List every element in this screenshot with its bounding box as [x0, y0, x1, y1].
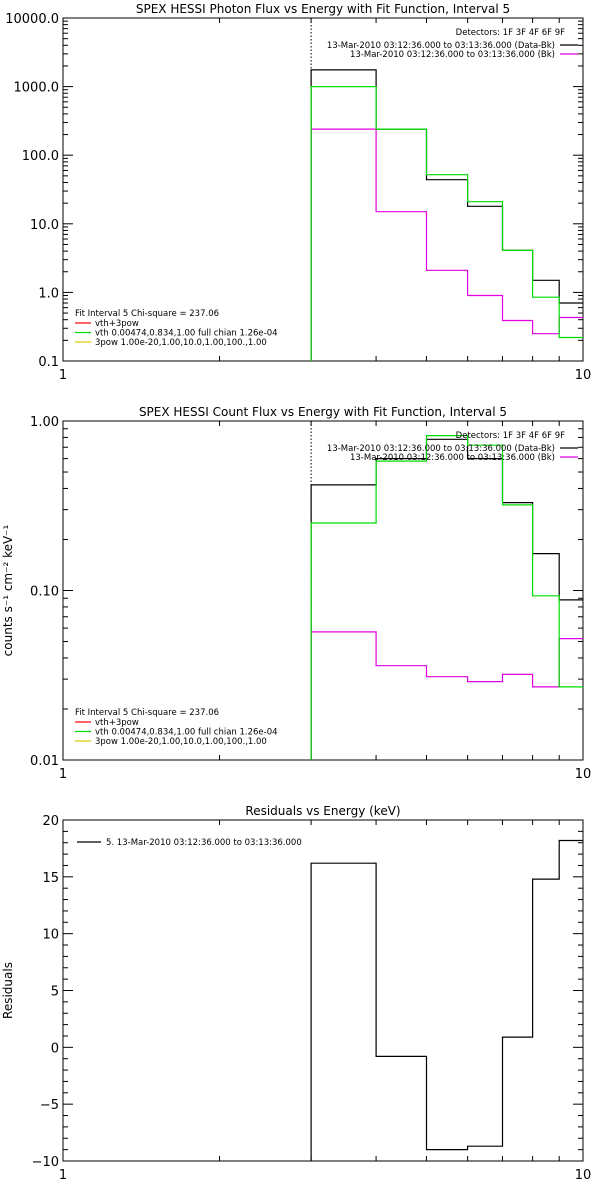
y-tick-label: 10.0	[30, 218, 59, 233]
x-tick-label: 1	[59, 368, 67, 383]
legend-top-right: Detectors: 1F 3F 4F 6F 9F 13-Mar-2010 03:…	[327, 431, 578, 463]
legend-bottom-left: Fit Interval 5 Chi-square = 237.06vth+3p…	[75, 708, 278, 747]
series-line-1	[310, 69, 583, 361]
legend-entry-text: vth+3pow	[95, 718, 139, 728]
y-tick-label: 0.10	[30, 585, 59, 600]
chart-panel-2: SPEX HESSI Count Flux vs Energy with Fit…	[1, 405, 591, 782]
y-tick-label: 0.01	[30, 754, 59, 769]
plot-frame	[62, 17, 584, 362]
y-tick-label: 1000.0	[14, 81, 60, 96]
y-tick-label: 1.00	[30, 415, 59, 430]
y-tick-label: 0.1	[38, 355, 59, 370]
y-tick-label: 100.0	[22, 149, 59, 164]
y-tick-label: 0	[51, 1041, 59, 1056]
fit-interval-label: Fit Interval 5 Chi-square = 237.06	[75, 309, 219, 319]
y-tick-label: 10000.0	[5, 12, 59, 27]
legend-entry-text: vth 0.00474,0.834,1.00 full chian 1.26e-…	[95, 728, 278, 738]
x-tick-label: 10	[575, 368, 592, 383]
legend-entry-text: 13-Mar-2010 03:12:36.000 to 03:13:36.000…	[350, 453, 555, 463]
y-axis-label: counts s⁻¹ cm⁻² keV⁻¹	[1, 524, 15, 656]
chart-title: SPEX HESSI Count Flux vs Energy with Fit…	[139, 405, 507, 419]
series-line-3	[310, 435, 583, 760]
legend-entry-text: vth 0.00474,0.834,1.00 full chian 1.26e-…	[95, 329, 278, 339]
fit-interval-label: Fit Interval 5 Chi-square = 237.06	[75, 708, 219, 718]
y-tick-label: 1.0	[38, 286, 59, 301]
legend-entry-text: 13-Mar-2010 03:12:36.000 to 03:13:36.000…	[327, 444, 555, 454]
y-axis-label: Residuals	[1, 962, 15, 1019]
x-tick-label: 10	[575, 767, 592, 782]
y-tick-label: 20	[42, 814, 59, 829]
chart-title: Residuals vs Energy (keV)	[245, 804, 400, 818]
legend-entry-text: 5. 13-Mar-2010 03:12:36.000 to 03:13:36.…	[106, 838, 302, 848]
x-tick-label: 1	[59, 1168, 67, 1183]
legend-entry-text: vth+3pow	[95, 319, 139, 329]
y-tick-label: 15	[42, 871, 59, 886]
legend-top-left: 5. 13-Mar-2010 03:12:36.000 to 03:13:36.…	[77, 838, 302, 848]
series-line-3	[310, 86, 583, 361]
detectors-label: Detectors: 1F 3F 4F 6F 9F	[456, 28, 565, 38]
y-tick-label: −10	[32, 1155, 59, 1170]
series-line-1	[310, 839, 583, 1161]
legend-bottom-left: Fit Interval 5 Chi-square = 237.06vth+3p…	[75, 309, 278, 348]
series-line-2	[310, 631, 583, 760]
x-tick-label: 10	[575, 1168, 592, 1183]
legend-entry-text: 13-Mar-2010 03:12:36.000 to 03:13:36.000…	[350, 50, 555, 60]
legend-entry-text: 3pow 1.00e-20,1.00,10.0,1.00,100.,1.00	[95, 737, 267, 747]
series-line-1	[310, 438, 583, 760]
chart-panel-1: SPEX HESSI Photon Flux vs Energy with Fi…	[5, 2, 591, 383]
x-tick-label: 1	[59, 767, 67, 782]
series-line-2	[310, 128, 583, 361]
plot-frame	[62, 819, 584, 1162]
detectors-label: Detectors: 1F 3F 4F 6F 9F	[456, 431, 565, 441]
legend-entry-text: 3pow 1.00e-20,1.00,10.0,1.00,100.,1.00	[95, 338, 267, 348]
chart-title: SPEX HESSI Photon Flux vs Energy with Fi…	[136, 2, 510, 16]
y-tick-label: −5	[40, 1098, 59, 1113]
y-tick-label: 10	[42, 928, 59, 943]
legend-entry-text: 13-Mar-2010 03:12:36.000 to 03:13:36.000…	[327, 41, 555, 51]
legend-top-right: Detectors: 1F 3F 4F 6F 9F 13-Mar-2010 03:…	[327, 28, 578, 60]
y-tick-label: 5	[51, 985, 59, 1000]
chart-panel-3: Residuals vs Energy (keV) Residuals 1 10 −10…	[1, 804, 591, 1183]
